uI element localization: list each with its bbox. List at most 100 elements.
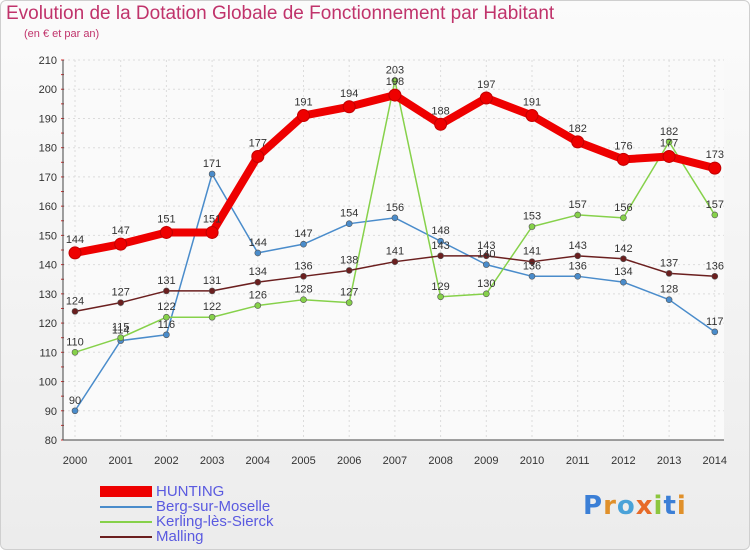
data-label: 147 [112, 225, 130, 237]
y-tick-label: 150 [39, 230, 57, 242]
x-tick-label: 2008 [428, 455, 452, 467]
data-label: 141 [386, 246, 404, 258]
data-label: 142 [614, 243, 632, 255]
data-label: 128 [660, 284, 678, 296]
series-0-point [114, 237, 128, 251]
y-tick-label: 120 [39, 318, 57, 330]
series-1-point [437, 237, 444, 245]
series-2-point [620, 214, 627, 222]
data-label: 130 [477, 278, 495, 290]
data-label: 177 [249, 137, 267, 149]
chart-legend: HUNTING Berg-sur-Moselle Kerling-lès-Sie… [100, 484, 274, 544]
legend-label-malling: Malling [156, 528, 204, 545]
plot-area [63, 60, 724, 440]
data-label: 116 [158, 319, 176, 331]
data-label: 143 [477, 240, 495, 252]
proxiti-logo: Proxiti [583, 491, 687, 521]
series-0-point [159, 225, 173, 239]
series-3-point [528, 258, 536, 265]
chart-subtitle: (en € et par an) [24, 28, 100, 40]
data-label: 110 [66, 336, 84, 348]
series-1-point [711, 328, 719, 336]
legend-label-berg: Berg-sur-Moselle [156, 498, 271, 515]
x-tick-label: 2006 [337, 455, 361, 467]
data-label: 154 [340, 208, 358, 220]
series-3-point [620, 255, 627, 263]
series-0-point [297, 109, 310, 123]
data-label: 136 [706, 260, 724, 272]
data-label: 157 [569, 199, 587, 211]
y-tick-label: 170 [39, 172, 57, 184]
data-label: 156 [614, 202, 632, 214]
series-2-point [437, 293, 444, 301]
data-label: 141 [523, 246, 541, 258]
y-tick-label: 190 [39, 113, 57, 125]
series-1-point [391, 214, 399, 222]
y-tick-label: 80 [45, 435, 57, 447]
data-label: 156 [386, 202, 404, 214]
series-2-point [345, 299, 353, 306]
legend-item-kerling: Kerling-lès-Sierck [100, 514, 274, 529]
x-tick-label: 2014 [703, 455, 727, 467]
data-label: 127 [112, 287, 130, 299]
legend-item-berg: Berg-sur-Moselle [100, 499, 274, 514]
series-1-point [300, 240, 307, 248]
series-3-point [482, 252, 490, 260]
data-label: 153 [523, 211, 541, 223]
data-label: 134 [614, 266, 632, 278]
data-label: 182 [660, 126, 678, 138]
data-label: 136 [523, 260, 541, 272]
series-2-point [665, 138, 673, 146]
data-label: 127 [340, 287, 358, 299]
series-2-point [208, 313, 216, 321]
y-tick-label: 160 [39, 201, 57, 213]
x-tick-label: 2002 [154, 455, 178, 467]
data-label: 131 [157, 275, 175, 287]
series-0-point [571, 135, 585, 149]
data-label: 151 [203, 213, 221, 225]
series-0-point [342, 100, 356, 114]
data-label: 114 [112, 325, 130, 337]
data-label: 137 [660, 257, 678, 269]
y-tick-label: 100 [39, 377, 57, 389]
series-1-point [482, 261, 490, 268]
data-label: 90 [69, 395, 81, 407]
series-1-point [574, 273, 582, 280]
legend-swatch-hunting [100, 486, 152, 497]
x-tick-label: 2013 [657, 455, 681, 467]
series-2-point [528, 223, 536, 230]
series-3-point [117, 299, 124, 306]
y-tick-label: 180 [39, 143, 57, 155]
data-label: 126 [249, 290, 267, 302]
series-0-point [616, 152, 630, 166]
chart-title: Evolution de la Dotation Globale de Fonc… [6, 3, 555, 24]
series-3-point [711, 273, 719, 280]
series-1-point [528, 273, 536, 280]
legend-swatch-kerling [100, 520, 152, 523]
data-label: 151 [157, 213, 175, 225]
series-0-point [434, 117, 448, 131]
x-tick-label: 2003 [200, 455, 224, 467]
data-label: 191 [523, 97, 541, 109]
data-label: 171 [203, 158, 221, 170]
legend-item-malling: Malling [100, 529, 274, 544]
data-label: 198 [386, 76, 404, 88]
data-label: 194 [340, 88, 358, 100]
series-3-point [208, 287, 216, 295]
series-1-point [71, 407, 79, 415]
data-label: 157 [706, 199, 724, 211]
data-label: 115 [112, 322, 130, 334]
legend-swatch-malling [100, 535, 152, 538]
x-tick-label: 2004 [246, 455, 270, 467]
legend-label-kerling: Kerling-lès-Sierck [156, 513, 274, 530]
y-tick-label: 90 [45, 406, 57, 418]
data-label: 122 [157, 301, 175, 313]
x-tick-label: 2000 [63, 455, 87, 467]
series-3-point [300, 273, 307, 280]
data-label: 148 [431, 225, 449, 237]
series-2-point [711, 211, 719, 219]
series-2-point [71, 349, 79, 356]
x-tick-label: 2007 [383, 455, 407, 467]
series-1-point [163, 331, 170, 339]
